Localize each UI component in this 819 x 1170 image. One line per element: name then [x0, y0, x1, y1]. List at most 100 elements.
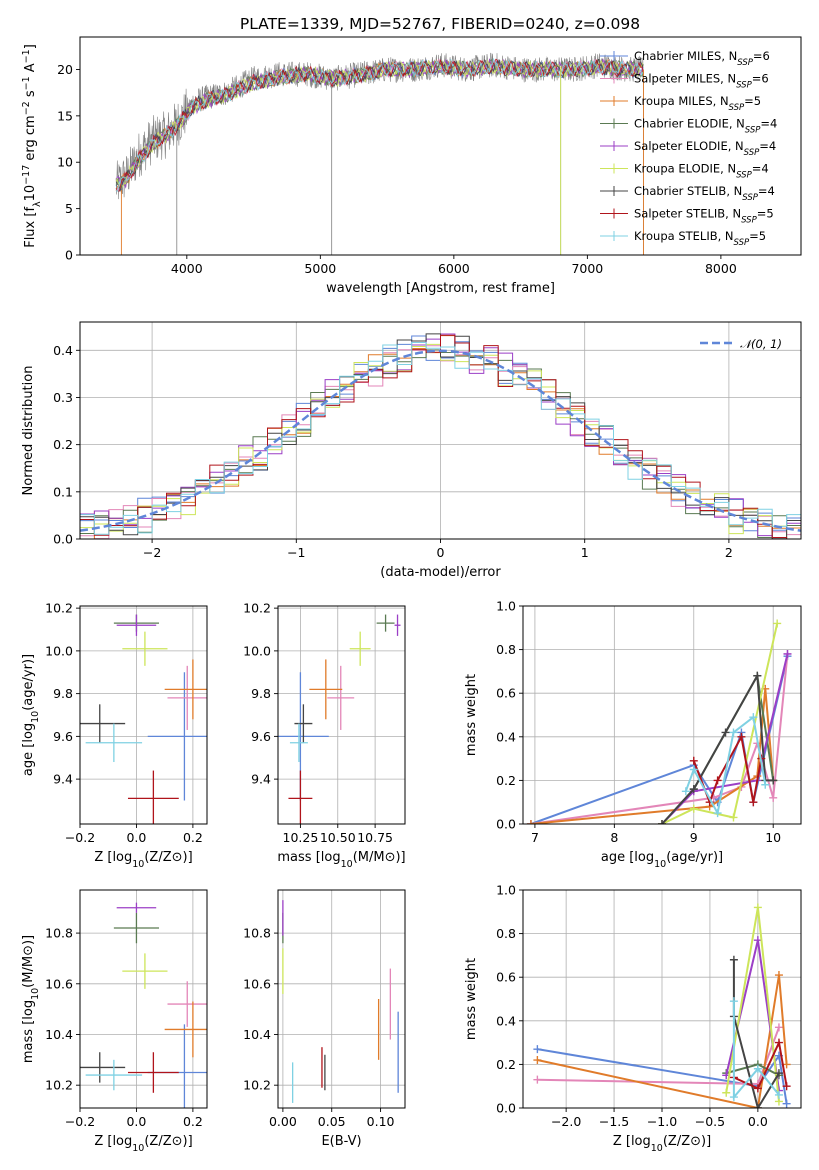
mass-weight-marker: [729, 997, 738, 1006]
y-tick-label: 9.8: [251, 686, 271, 701]
x-tick-label: 10.25: [283, 830, 319, 845]
mass-vs-ebv-panel: 0.00 0.05 0.10 10.2 10.4 10.6 10.8 E(B-V): [243, 889, 406, 1149]
model-line: [115, 57, 644, 192]
y-tick-label: 0.6: [496, 970, 516, 985]
y-tick-label: 10.2: [243, 1078, 271, 1093]
mass-weight-vs-age-x-axis-label: age [log10(age/yr)]: [601, 850, 723, 870]
mass-weight-marker: [753, 1084, 762, 1093]
y-tick-label: 10.6: [45, 976, 73, 991]
y-tick-label: 10.4: [243, 1027, 271, 1042]
errorbar-point: [80, 1052, 126, 1083]
y-tick-label: 0.6: [496, 686, 516, 701]
age-vs-z-y-axis-label: age [log10(age/yr)]: [21, 654, 41, 776]
mass-weight-line: [732, 1001, 780, 1100]
errorbar-point: [349, 631, 371, 666]
errorbar-point: [127, 1052, 179, 1093]
mass-weight-marker: [713, 776, 722, 785]
mass-weight-marker: [689, 804, 698, 813]
x-tick-label: 0.2: [183, 830, 203, 845]
mass-weight-vs-age-panel: 7 8 9 10 0.0 0.2 0.4 0.6 0.8 1.0 age [log10(age/yr…: [464, 599, 802, 870]
spectrum-panel: 4000 5000 6000 7000 8000 0 5 10 15 20 wavelength […: [21, 36, 802, 296]
legend-entry: Salpeter ELODIE, NSSP=4: [634, 139, 776, 158]
y-tick-label: 0.8: [496, 926, 516, 941]
mass-weight-marker: [769, 793, 778, 802]
mass-weight-line: [684, 715, 767, 817]
mass-weight-marker: [729, 955, 738, 964]
x-tick-label: 0.0: [126, 830, 146, 845]
errorbar-point: [147, 672, 207, 801]
mass-weight-line: [530, 655, 789, 824]
x-tick-label: −2: [143, 545, 161, 560]
mass-weight-marker: [774, 971, 783, 980]
y-tick-label: 0.2: [496, 773, 516, 788]
mass-weight-marker: [533, 1056, 542, 1065]
y-tick-label: 10.2: [45, 601, 73, 616]
errorbar-point: [80, 704, 126, 743]
x-tick-label: 10: [765, 830, 781, 845]
x-tick-label: 8000: [705, 261, 737, 276]
mass-weight-marker: [729, 813, 738, 822]
x-tick-label: 0: [437, 545, 445, 560]
mass-weight-marker: [749, 798, 758, 807]
mass-vs-z-panel: −0.2 0.0 0.2 10.2 10.4 10.6 10.8 Z [log10(Z/Z⊙)…: [21, 889, 208, 1154]
residuals-plot-area: [80, 333, 801, 539]
mass-weight-marker: [753, 1064, 762, 1073]
y-tick-label: 9.6: [53, 729, 73, 744]
x-tick-label: −0.2: [65, 830, 95, 845]
y-tick-label: 0.4: [53, 343, 73, 358]
age-vs-mass-x-axis-label: mass [log10(M/M⊙)]: [277, 850, 405, 870]
errorbar-point: [113, 912, 160, 944]
mass-weight-marker: [753, 903, 762, 912]
x-tick-label: −2.0: [551, 1114, 581, 1129]
age-vs-mass-frame: [277, 605, 406, 825]
errorbar-point: [116, 902, 157, 913]
x-tick-label: −0.2: [65, 1114, 95, 1129]
x-tick-label: 0.10: [367, 1114, 395, 1129]
mass-weight-marker: [713, 809, 722, 818]
y-tick-label: 10.8: [45, 926, 73, 941]
y-tick-label: 0.4: [496, 729, 516, 744]
mass-weight-vs-z-plot-area: [533, 903, 791, 1108]
y-tick-label: 15: [57, 108, 73, 123]
model-line: [115, 58, 644, 192]
mass-weight-marker: [782, 1060, 791, 1069]
legend-entry: Salpeter STELIB, NSSP=5: [634, 207, 774, 226]
mass-weight-marker: [729, 1093, 738, 1102]
mass-weight-vs-z-panel: −2.0 −1.5 −1.0 −0.5 0.0 0.0 0.2 0.4 0.6 0.8 1.0 Z […: [464, 883, 802, 1154]
errorbar-point: [394, 614, 401, 636]
spectrum-frame: [79, 36, 802, 256]
age-vs-mass-panel: 10.25 10.50 10.75 9.4 9.6 9.8 10.0 10.2 mass [lo…: [243, 601, 405, 870]
mass-weight-marker: [769, 776, 778, 785]
x-tick-label: 8: [610, 830, 618, 845]
x-tick-label: −1: [287, 545, 305, 560]
model-line: [115, 59, 644, 190]
mass-weight-marker: [689, 765, 698, 774]
y-tick-label: 0.2: [53, 437, 73, 452]
y-tick-label: 10.0: [45, 643, 73, 658]
y-tick-label: 0.0: [496, 1101, 516, 1116]
mass-vs-z-y-axis-label: mass [log10(M/M⊙)]: [21, 935, 41, 1063]
x-tick-label: 10.50: [320, 830, 356, 845]
errorbar-point: [289, 723, 308, 763]
mass-vs-ebv-plot-area: [282, 900, 399, 1103]
mass-weight-marker: [658, 820, 666, 824]
mass-weight-marker: [782, 1099, 791, 1108]
y-tick-label: 0.8: [496, 642, 516, 657]
errorbar-point: [127, 770, 179, 824]
x-tick-label: 0.0: [126, 1114, 146, 1129]
age-vs-z-panel: −0.2 0.0 0.2 9.4 9.6 9.8 10.0 10.2 Z [log10(Z/Z⊙…: [21, 601, 208, 870]
spectrum-legend: Chabrier MILES, NSSP=6 Salpeter MILES, NS…: [600, 49, 777, 248]
gaussian-curve: [80, 349, 801, 532]
age-vs-z-x-axis-label: Z [log10(Z/Z⊙)]: [94, 850, 192, 870]
y-tick-label: 0.0: [496, 817, 516, 832]
legend-entry: Salpeter MILES, NSSP=6: [634, 72, 769, 91]
y-tick-label: 10.4: [45, 1027, 73, 1042]
x-tick-label: 1: [581, 545, 589, 560]
mass-weight-marker: [689, 785, 698, 794]
mass-weight-marker: [722, 1088, 731, 1097]
age-vs-z-frame: [79, 605, 208, 825]
mass-weight-vs-age-plot-area: [526, 619, 792, 824]
y-tick-label: 0.1: [53, 484, 73, 499]
mass-vs-z-x-axis-label: Z [log10(Z/Z⊙)]: [94, 1134, 192, 1154]
y-tick-label: 9.6: [251, 729, 271, 744]
